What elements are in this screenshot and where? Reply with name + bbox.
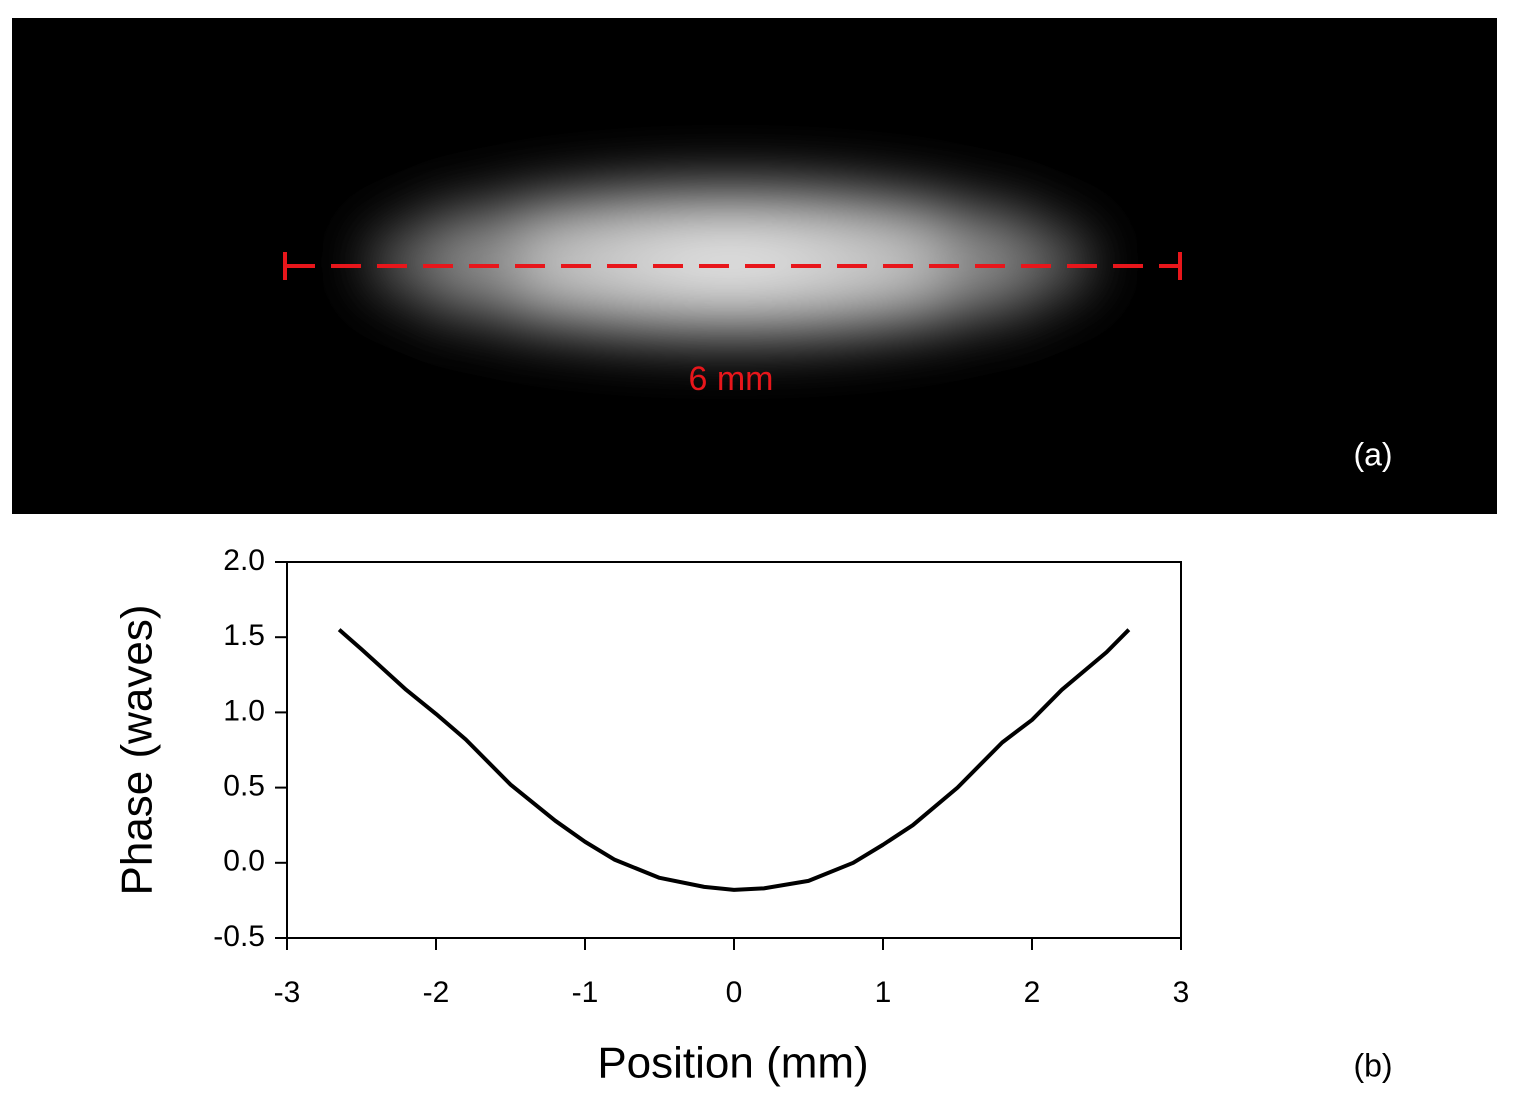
x-tick-label: 1	[875, 976, 892, 1009]
plot-frame	[286, 561, 1182, 939]
y-tick-label: 1.0	[223, 694, 265, 727]
y-tick-label: 1.5	[223, 619, 265, 652]
x-tick-label: 3	[1173, 976, 1190, 1009]
panel-label: (b)	[1353, 1047, 1392, 1083]
panel-label: (a)	[1353, 436, 1392, 472]
data-line	[337, 628, 1131, 892]
x-axis-title: Position (mm)	[597, 1039, 868, 1088]
x-tick-label: -1	[572, 976, 599, 1009]
y-axis-title: Phase (waves)	[113, 604, 162, 895]
x-tick-label: -2	[423, 976, 450, 1009]
scale-bar	[283, 252, 1182, 280]
scale-label: 6 mm	[689, 360, 774, 398]
x-tick-label: 0	[726, 976, 743, 1009]
y-tick-label: -0.5	[213, 920, 265, 953]
x-tick-label: 2	[1024, 976, 1041, 1009]
x-tick-label: -3	[274, 976, 301, 1009]
y-tick-label: 0.0	[223, 845, 265, 878]
y-tick-label: 2.0	[223, 544, 265, 577]
y-tick-label: 0.5	[223, 770, 265, 803]
beam-spot	[365, 180, 1095, 344]
